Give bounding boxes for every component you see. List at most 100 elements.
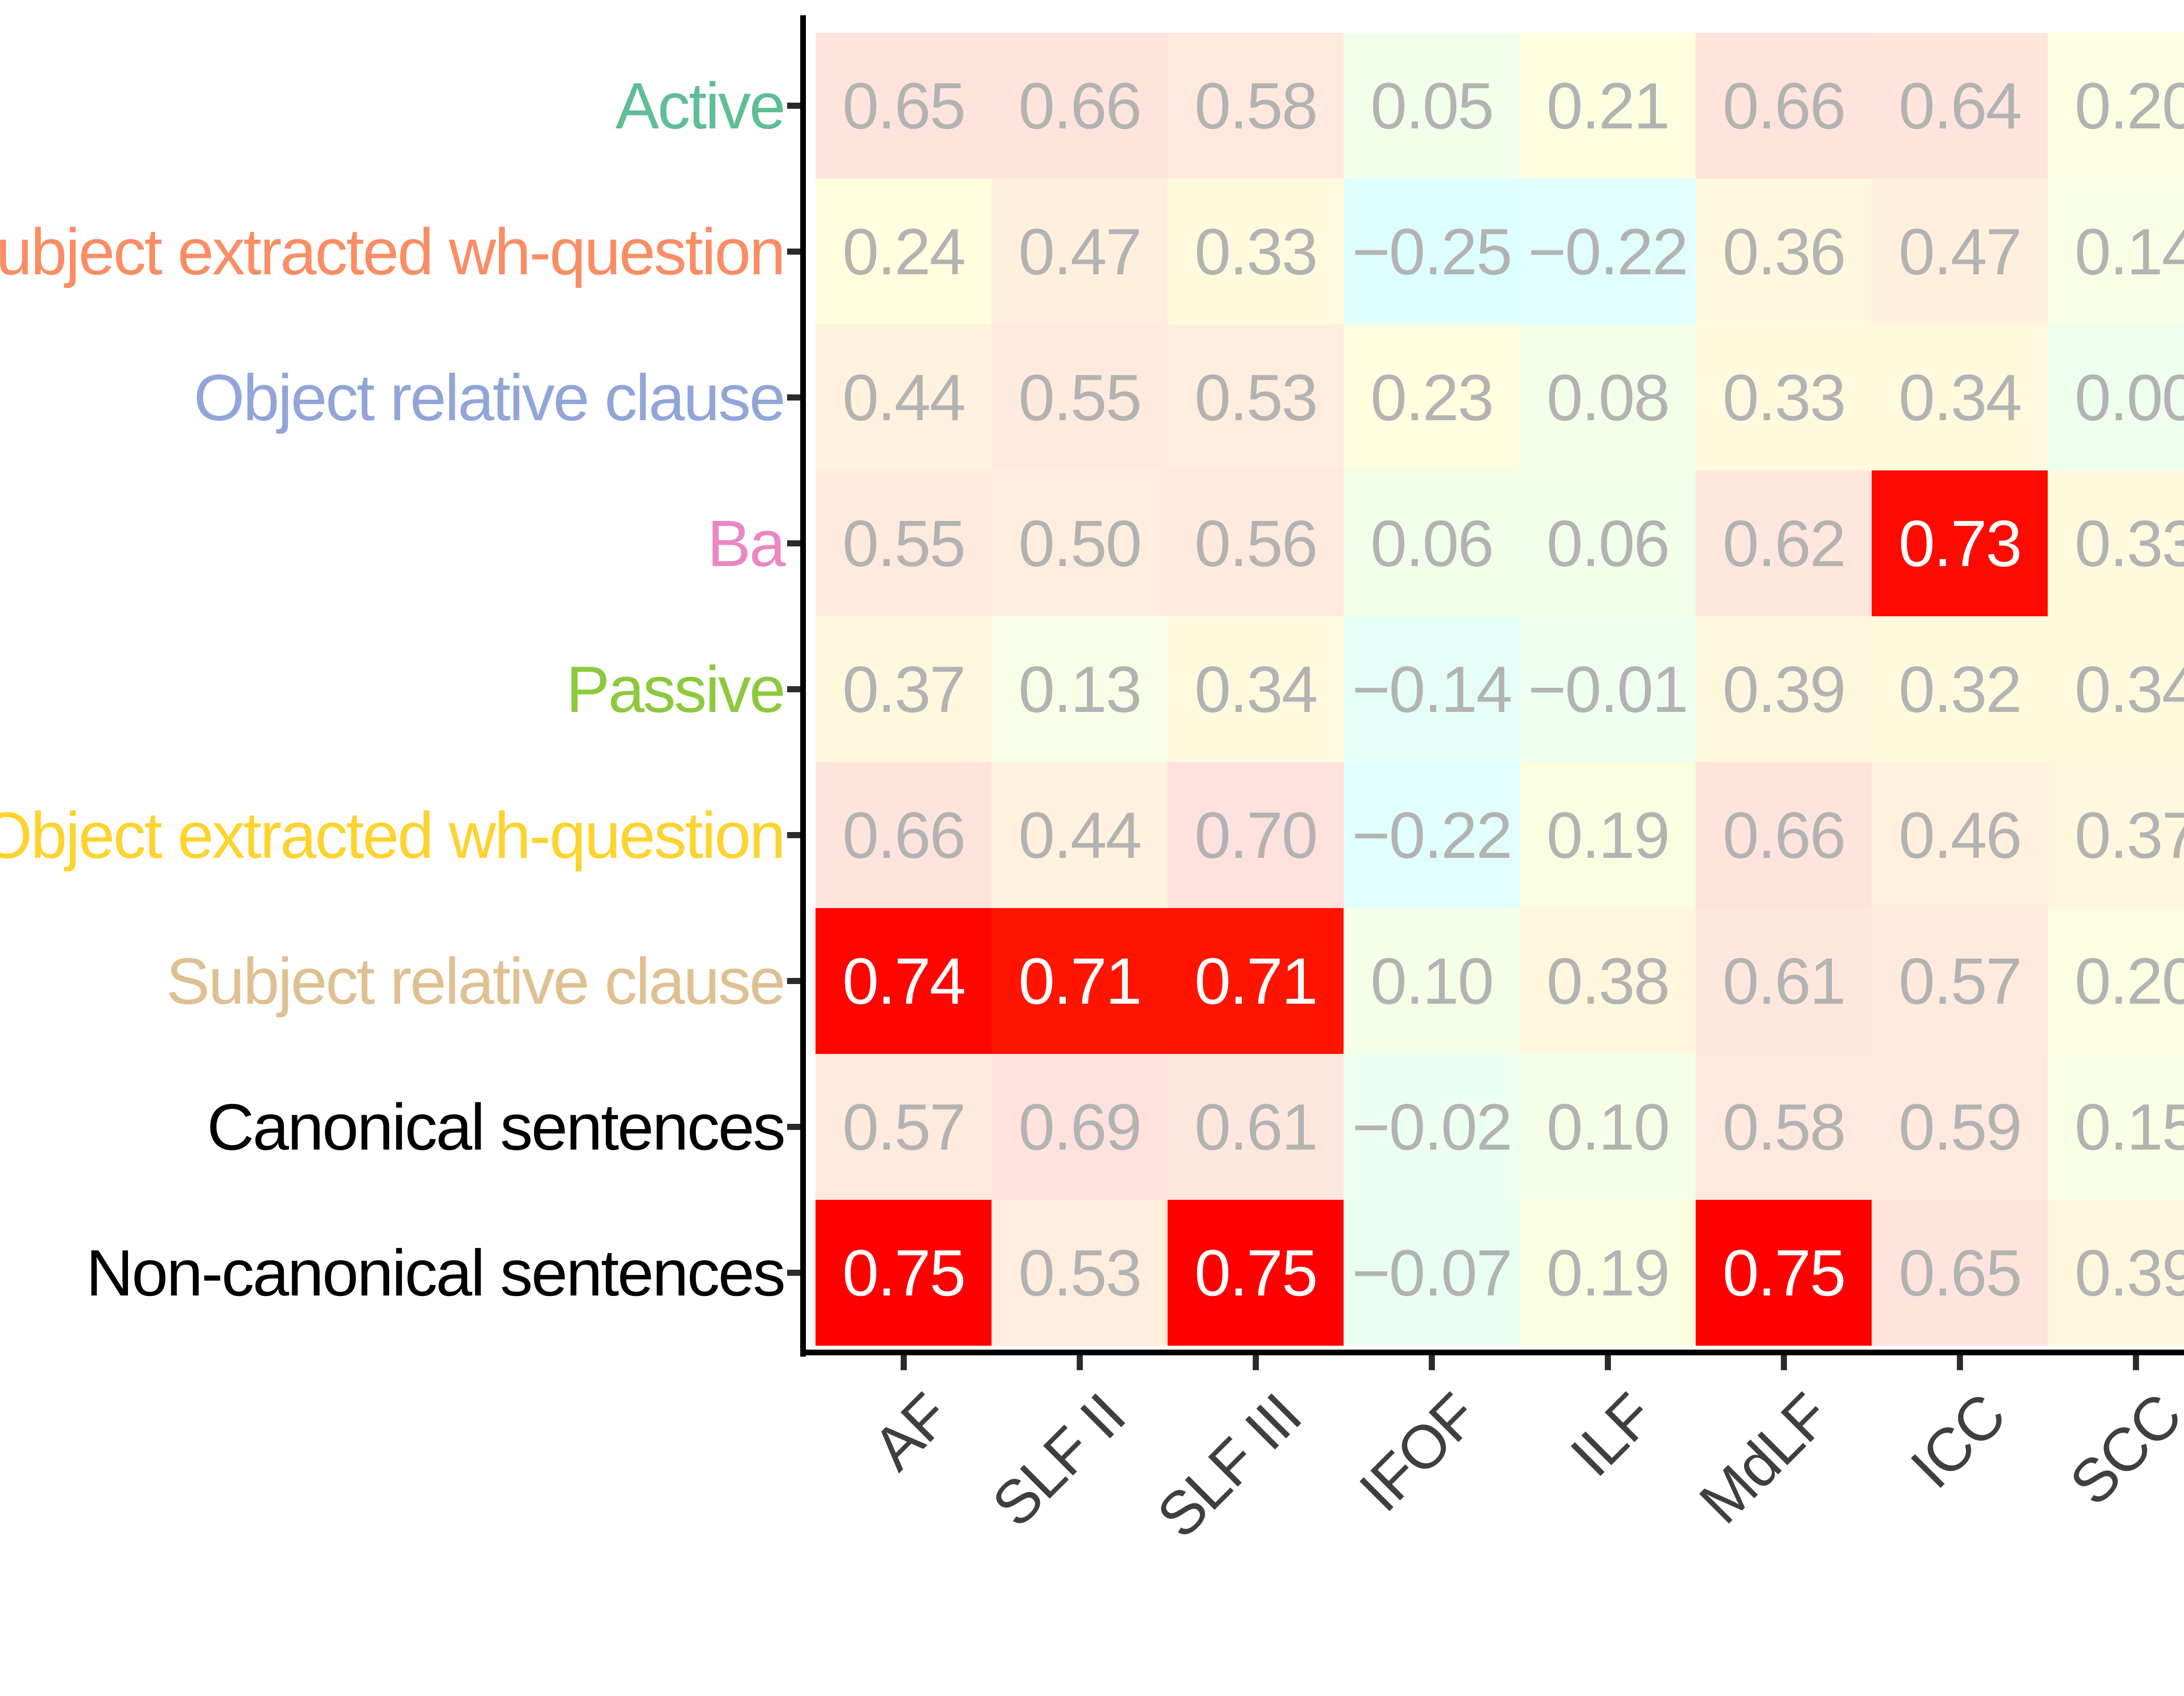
x-tick-mark [1076,1355,1083,1370]
cell-value: 0.10 [1546,1090,1670,1164]
x-tick-mark [1780,1355,1787,1370]
y-tick-mark [787,1124,800,1130]
heatmap-cell: 0.66 [1696,762,1872,908]
heatmap-cell: 0.05 [1344,33,1520,179]
cell-value: 0.06 [1370,506,1494,580]
cell-value: −0.22 [1528,214,1689,288]
heatmap-cell: 0.19 [1520,1200,1696,1346]
heatmap-cell: −0.22 [1520,179,1696,325]
heatmap-cell: 0.69 [992,1054,1168,1200]
heatmap-cell: 0.00 [2048,325,2184,470]
x-tick-mark [1956,1355,1963,1370]
heatmap-cell: 0.19 [1520,762,1696,908]
y-tick-mark [787,249,800,255]
correlation-heatmap-figure: Active Subject extracted wh-question Objec… [0,15,2184,1551]
heatmap-cell: 0.33 [2048,470,2184,616]
cell-value: 0.13 [1018,652,1142,726]
x-tick-mark [1252,1355,1259,1370]
heatmap-cell: −0.02 [1344,1054,1520,1200]
heatmap-cell: 0.75 [816,1200,992,1346]
heatmap-cell: −0.01 [1520,616,1696,762]
cell-value: 0.59 [1898,1090,2022,1164]
heatmap-cell: 0.50 [992,470,1168,616]
cell-value: 0.33 [2074,506,2184,580]
cell-value: 0.19 [1546,1236,1670,1309]
heatmap-cell: 0.10 [1344,908,1520,1054]
cell-value: 0.47 [1018,214,1142,288]
heatmap-cell: 0.46 [1872,762,2048,908]
heatmap-grid: 0.65 0.66 0.58 0.05 0.21 0.66 0.64 0.20 0.24 0.47… [816,33,2184,1346]
cell-value: 0.36 [1722,214,1846,288]
cell-value: 0.55 [842,506,966,580]
heatmap-cell: 0.06 [1520,470,1696,616]
cell-value: 0.71 [1018,944,1142,1018]
heatmap-cell: 0.44 [992,762,1168,908]
y-tick-mark [787,394,800,401]
cell-value: 0.75 [1194,1236,1318,1309]
cell-value: 0.15 [2074,1090,2184,1164]
heatmap-cell: 0.75 [1696,1200,1872,1346]
heatmap-cell: 0.65 [816,33,992,179]
heatmap-cell: 0.66 [1696,33,1872,179]
cell-value: 0.56 [1194,506,1318,580]
heatmap-cell: 0.34 [1872,325,2048,470]
cell-value: 0.58 [1194,69,1318,142]
y-axis-label: Active [615,69,786,142]
cell-value: −0.01 [1528,652,1689,726]
y-axis-label: Object relative clause [194,360,785,434]
heatmap-cell: 0.58 [1168,33,1344,179]
heatmap-cell: 0.47 [992,179,1168,325]
cell-value: 0.57 [842,1090,966,1164]
cell-value: 0.74 [842,944,966,1018]
cell-value: 0.34 [1194,652,1318,726]
y-tick-mark [787,686,800,692]
cell-value: −0.02 [1352,1090,1513,1164]
heatmap-cell: 0.66 [992,33,1168,179]
heatmap-cell: 0.36 [1696,179,1872,325]
heatmap-cell: 0.34 [2048,616,2184,762]
cell-value: 0.20 [2074,944,2184,1018]
heatmap-cell: 0.70 [1168,762,1344,908]
cell-value: 0.37 [2074,798,2184,872]
cell-value: 0.65 [842,69,966,142]
heatmap-cell: 0.74 [816,908,992,1054]
cell-value: 0.64 [1898,69,2022,142]
y-axis-label: Subject extracted wh-question [0,214,786,288]
heatmap-cell: 0.55 [992,325,1168,470]
y-axis-label: Object extracted wh-question [0,798,786,872]
y-axis-label: Canonical sentences [207,1090,786,1164]
cell-value: 0.24 [842,214,966,288]
y-tick-mark [787,540,800,546]
cell-value: 0.66 [1722,69,1846,142]
heatmap-cell: 0.57 [1872,908,2048,1054]
heatmap-cell: 0.34 [1168,616,1344,762]
heatmap-cell: 0.08 [1520,325,1696,470]
cell-value: 0.50 [1018,506,1142,580]
heatmap-cell: 0.37 [2048,762,2184,908]
y-tick-mark [787,832,800,838]
cell-value: 0.53 [1194,360,1318,434]
heatmap-cell: 0.62 [1696,470,1872,616]
heatmap-cell: 0.20 [2048,908,2184,1054]
heatmap-cell: 0.33 [1168,179,1344,325]
cell-value: 0.70 [1194,798,1318,872]
heatmap-cell: 0.38 [1520,908,1696,1054]
cell-value: 0.66 [1018,69,1142,142]
heatmap-cell: 0.33 [1696,325,1872,470]
heatmap-cell: 0.24 [816,179,992,325]
x-tick-mark [1428,1355,1435,1370]
cell-value: 0.23 [1370,360,1494,434]
cell-value: 0.00 [2074,360,2184,434]
cell-value: 0.75 [842,1236,966,1309]
cell-value: 0.57 [1898,944,2022,1018]
heatmap-cell: 0.71 [1168,908,1344,1054]
heatmap-cell: 0.73 [1872,470,2048,616]
heatmap-cell: 0.15 [2048,1054,2184,1200]
cell-value: 0.66 [1722,798,1846,872]
heatmap-cell: 0.14 [2048,179,2184,325]
cell-value: 0.08 [1546,360,1670,434]
cell-value: 0.75 [1722,1236,1846,1309]
x-tick-mark [2132,1355,2139,1370]
heatmap-cell: 0.61 [1168,1054,1344,1200]
heatmap-cell: −0.14 [1344,616,1520,762]
